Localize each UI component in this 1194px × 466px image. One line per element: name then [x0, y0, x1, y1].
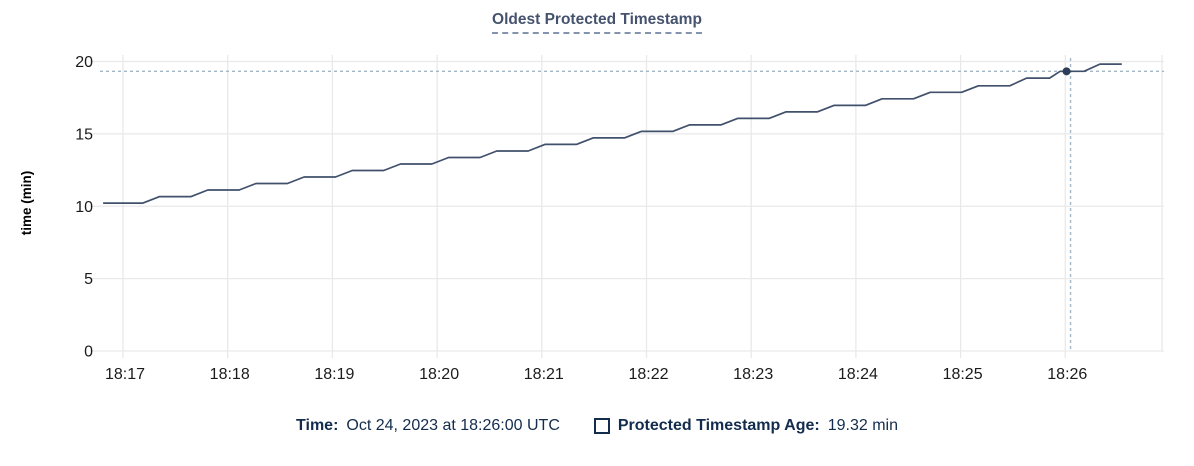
line-chart-plot-area[interactable]: 0 5 10 15 20 18:17 18:18 18:19 18:20 18:21 18:22 18…	[0, 0, 1194, 400]
y-axis-tick-label: 5	[84, 271, 93, 288]
series-line-protected-timestamp-age[interactable]	[103, 63, 1122, 204]
chart-title[interactable]: Oldest Protected Timestamp	[492, 11, 702, 34]
legend-time-label: Time:	[296, 417, 339, 434]
x-axis-tick-label: 18:20	[419, 366, 459, 383]
x-axis-tick-label: 18:26	[1047, 366, 1087, 383]
x-axis-tick-label: 18:24	[838, 366, 878, 383]
x-axis-tick-label: 18:18	[210, 366, 250, 383]
series-toggle-checkbox[interactable]	[593, 418, 610, 434]
legend-series-value: 19.32 min	[827, 417, 898, 434]
x-axis-tick-label: 18:19	[314, 366, 354, 383]
y-axis-tick-label: 10	[75, 199, 93, 216]
chart-title-row: Oldest Protected Timestamp	[0, 11, 1194, 34]
y-axis-title: time (min)	[19, 171, 34, 236]
legend-time-item: Time: Oct 24, 2023 at 18:26:00 UTC	[296, 417, 560, 435]
legend-series-item: Protected Timestamp Age: 19.32 min	[593, 417, 898, 435]
y-axis-tick-label: 15	[75, 126, 93, 143]
legend-time-value: Oct 24, 2023 at 18:26:00 UTC	[346, 417, 560, 434]
hover-data-point	[1062, 67, 1071, 76]
legend-series-label: Protected Timestamp Age:	[617, 417, 820, 434]
y-axis-tick-label: 20	[75, 54, 93, 71]
y-axis-tick-label: 0	[84, 344, 93, 361]
x-axis-tick-label: 18:21	[524, 366, 564, 383]
x-axis-tick-label: 18:22	[628, 366, 668, 383]
x-axis-tick-label: 18:23	[733, 366, 773, 383]
x-axis-tick-label: 18:17	[105, 366, 145, 383]
hover-tooltip-legend: Time: Oct 24, 2023 at 18:26:00 UTC Prote…	[0, 417, 1194, 435]
x-axis-tick-label: 18:25	[943, 366, 983, 383]
